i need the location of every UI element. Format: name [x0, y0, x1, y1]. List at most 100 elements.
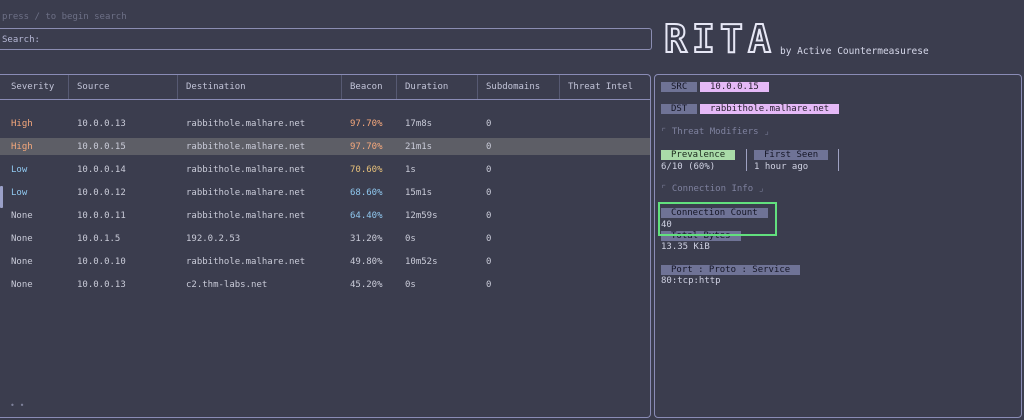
- col-source[interactable]: Source: [77, 82, 110, 92]
- column-divider: [341, 75, 342, 99]
- cell-beacon: 70.60%: [350, 165, 383, 175]
- cell-source: 10.0.0.13: [77, 280, 126, 290]
- cell-source: 10.0.0.11: [77, 211, 126, 221]
- search-hint: press / to begin search: [2, 12, 127, 22]
- dst-value: rabbithole.malhare.net: [700, 104, 840, 114]
- column-divider: [559, 75, 560, 99]
- cell-duration: 0s: [405, 280, 416, 290]
- col-severity[interactable]: Severity: [11, 82, 55, 92]
- cell-severity: None: [11, 257, 33, 267]
- table-row[interactable]: High 10.0.0.15 rabbithole.malhare.net 97.70…: [0, 138, 650, 155]
- cell-severity: None: [11, 280, 33, 290]
- cell-beacon: 97.70%: [350, 142, 383, 152]
- col-threat-intel[interactable]: Threat Intel: [568, 82, 634, 92]
- cell-duration: 21m1s: [405, 142, 433, 152]
- search-input[interactable]: [44, 32, 638, 48]
- src-value: 10.0.0.15: [700, 82, 769, 92]
- cell-source: 10.0.0.15: [77, 142, 126, 152]
- table-row[interactable]: None 10.0.0.10 rabbithole.malhare.net 49.80…: [0, 253, 650, 270]
- cell-beacon: 68.60%: [350, 188, 383, 198]
- cell-subdomains: 0: [486, 165, 492, 175]
- cell-destination: rabbithole.malhare.net: [186, 257, 306, 267]
- cell-source: 10.0.1.5: [77, 234, 121, 244]
- cell-severity: Low: [11, 165, 28, 175]
- cell-source: 10.0.0.10: [77, 257, 126, 267]
- cell-subdomains: 0: [486, 188, 492, 198]
- cell-destination: rabbithole.malhare.net: [186, 188, 306, 198]
- column-divider: [68, 75, 69, 99]
- detail-panel: SRC 10.0.0.15 DST rabbithole.malhare.net…: [654, 74, 1022, 418]
- prevalence-value: 6/10 (60%): [661, 162, 716, 172]
- column-divider: [396, 75, 397, 99]
- cell-duration: 1s: [405, 165, 416, 175]
- logo-letter-a: A: [747, 17, 772, 61]
- vertical-divider: [746, 149, 747, 171]
- table-row[interactable]: High 10.0.0.13 rabbithole.malhare.net 97.70…: [0, 115, 650, 132]
- byline: by Active Countermeasurese: [780, 46, 929, 57]
- cell-destination: c2.thm-labs.net: [186, 280, 268, 290]
- total-bytes-label: Total Bytes: [661, 231, 741, 241]
- search-label: Search:: [2, 35, 40, 45]
- col-destination[interactable]: Destination: [186, 82, 246, 92]
- cell-duration: 15m1s: [405, 188, 433, 198]
- logo-letter-i: I: [691, 17, 716, 61]
- cell-source: 10.0.0.12: [77, 188, 126, 198]
- column-divider: [177, 75, 178, 99]
- cell-source: 10.0.0.14: [77, 165, 126, 175]
- cell-severity: High: [11, 119, 33, 129]
- cell-duration: 17m8s: [405, 119, 433, 129]
- cell-severity: None: [11, 234, 33, 244]
- cell-beacon: 64.40%: [350, 211, 383, 221]
- first-seen-label: First Seen: [754, 150, 829, 160]
- threat-modifiers-title: ⌜ Threat Modifiers ⌟: [661, 127, 770, 137]
- cell-destination: rabbithole.malhare.net: [186, 142, 306, 152]
- cell-duration: 12m59s: [405, 211, 438, 221]
- cell-destination: rabbithole.malhare.net: [186, 119, 306, 129]
- cell-destination: 192.0.2.53: [186, 234, 241, 244]
- scroll-marker: [0, 186, 3, 208]
- connection-info-title: ⌜ Connection Info ⌟: [661, 184, 764, 194]
- connection-count-label: Connection Count: [661, 208, 768, 218]
- prevalence-label: Prevalence: [661, 150, 736, 160]
- col-subdomains[interactable]: Subdomains: [486, 82, 541, 92]
- col-duration[interactable]: Duration: [405, 82, 449, 92]
- table-row[interactable]: None 10.0.0.13 c2.thm-labs.net 45.20% 0s 0: [0, 276, 650, 293]
- cell-duration: 10m52s: [405, 257, 438, 267]
- logo-letter-r: R: [663, 17, 688, 61]
- cell-subdomains: 0: [486, 119, 492, 129]
- connection-count-value: 40: [661, 220, 672, 230]
- cell-duration: 0s: [405, 234, 416, 244]
- results-table: Severity Source Destination Beacon Durat…: [0, 74, 651, 418]
- total-bytes-value: 13.35 KiB: [661, 242, 710, 252]
- port-proto-service-value: 80:tcp:http: [661, 276, 721, 286]
- cell-beacon: 31.20%: [350, 234, 383, 244]
- table-row[interactable]: Low 10.0.0.14 rabbithole.malhare.net 70.60%…: [0, 161, 650, 178]
- cell-destination: rabbithole.malhare.net: [186, 165, 306, 175]
- table-row[interactable]: None 10.0.1.5 192.0.2.53 31.20% 0s 0: [0, 230, 650, 247]
- pagination-dots: • •: [10, 401, 25, 410]
- vertical-divider: [838, 149, 839, 171]
- connection-count-highlight: [658, 202, 777, 236]
- search-bar[interactable]: Search:: [0, 28, 652, 50]
- cell-severity: Low: [11, 188, 28, 198]
- column-divider: [477, 75, 478, 99]
- cell-subdomains: 0: [486, 280, 492, 290]
- cell-severity: None: [11, 211, 33, 221]
- cell-subdomains: 0: [486, 257, 492, 267]
- cell-beacon: 45.20%: [350, 280, 383, 290]
- col-beacon[interactable]: Beacon: [350, 82, 383, 92]
- cell-beacon: 97.70%: [350, 119, 383, 129]
- logo-letter-t: T: [719, 17, 744, 61]
- table-row[interactable]: None 10.0.0.11 rabbithole.malhare.net 64.40…: [0, 207, 650, 224]
- table-row[interactable]: Low 10.0.0.12 rabbithole.malhare.net 68.60%…: [0, 184, 650, 201]
- cell-beacon: 49.80%: [350, 257, 383, 267]
- cell-subdomains: 0: [486, 234, 492, 244]
- cell-severity: High: [11, 142, 33, 152]
- cell-subdomains: 0: [486, 142, 492, 152]
- table-header: Severity Source Destination Beacon Durat…: [0, 75, 650, 100]
- cell-source: 10.0.0.13: [77, 119, 126, 129]
- cell-destination: rabbithole.malhare.net: [186, 211, 306, 221]
- src-label: SRC: [661, 82, 698, 92]
- first-seen-value: 1 hour ago: [754, 162, 809, 172]
- port-proto-service-label: Port : Proto : Service: [661, 265, 801, 275]
